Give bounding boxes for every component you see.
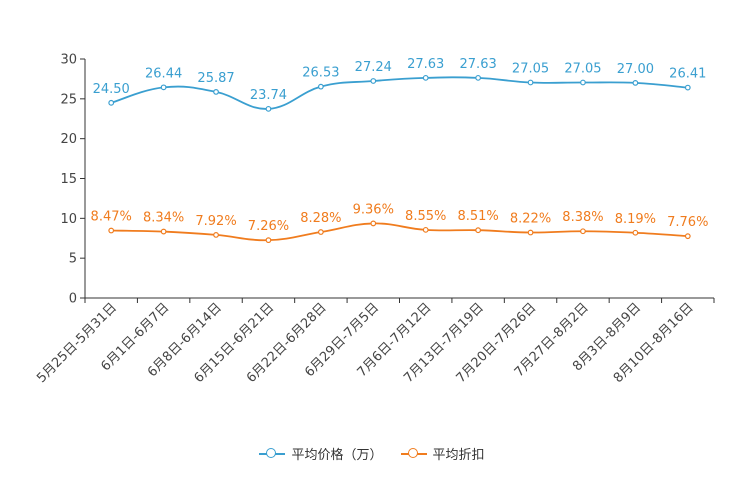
- data-point: [370, 78, 377, 84]
- data-point: [108, 227, 115, 234]
- data-label: 9.36%: [353, 202, 394, 217]
- data-label: 27.00: [617, 62, 654, 77]
- data-label: 25.87: [197, 71, 234, 86]
- data-point: [213, 232, 219, 238]
- data-label: 8.47%: [91, 210, 132, 225]
- data-label: 8.38%: [562, 210, 603, 225]
- data-label: 24.50: [93, 82, 130, 97]
- data-point: [213, 89, 219, 95]
- data-point: [317, 83, 324, 90]
- legend-discount-label: 平均折扣: [432, 448, 485, 463]
- data-label: 26.53: [302, 66, 339, 81]
- data-label: 27.24: [355, 60, 392, 75]
- y-tick-label: 0: [69, 292, 77, 307]
- data-point: [527, 229, 534, 236]
- data-point: [422, 226, 429, 233]
- y-tick-label: 20: [60, 132, 77, 147]
- data-point: [108, 99, 115, 106]
- data-label: 8.34%: [143, 211, 184, 226]
- data-label: 8.55%: [405, 209, 446, 224]
- data-point: [684, 233, 691, 240]
- line-chart: 0510152025305月25日-5月31日6月1日-6月7日6月8日-6月1…: [34, 53, 715, 386]
- data-point: [422, 74, 429, 81]
- y-tick-label: 25: [60, 92, 77, 107]
- legend-item-price[interactable]: 平均价格（万）: [259, 444, 383, 463]
- data-point: [160, 228, 167, 235]
- data-label: 8.22%: [510, 212, 551, 227]
- data-label: 23.74: [250, 88, 287, 103]
- data-label: 26.41: [669, 67, 706, 82]
- legend-price-swatch: [259, 447, 286, 461]
- data-point: [527, 79, 534, 86]
- legend: 平均价格（万） 平均折扣: [0, 444, 744, 463]
- series-line-1: [111, 222, 688, 242]
- data-point: [475, 227, 482, 234]
- data-point: [632, 79, 639, 86]
- data-point: [370, 220, 377, 227]
- data-point: [317, 229, 324, 235]
- y-tick-label: 5: [69, 252, 77, 267]
- data-point: [580, 79, 586, 86]
- series-line-0: [110, 76, 688, 110]
- y-tick-label: 10: [60, 212, 77, 227]
- data-label: 27.63: [460, 57, 497, 72]
- data-point: [265, 237, 272, 244]
- data-point: [160, 84, 167, 91]
- data-label: 7.76%: [667, 215, 708, 230]
- y-tick-label: 30: [60, 53, 77, 68]
- data-label: 8.51%: [457, 209, 498, 224]
- legend-discount-swatch: [400, 447, 427, 461]
- data-point: [684, 84, 691, 91]
- data-label: 27.05: [512, 62, 549, 77]
- data-label: 7.26%: [248, 219, 289, 234]
- data-point: [632, 229, 639, 236]
- data-label: 8.28%: [300, 211, 341, 226]
- data-point: [265, 105, 272, 112]
- data-point: [580, 228, 586, 235]
- data-label: 7.92%: [195, 214, 236, 229]
- data-label: 8.19%: [615, 212, 656, 227]
- legend-price-label: 平均价格（万）: [291, 448, 383, 463]
- y-tick-label: 15: [60, 172, 77, 187]
- data-label: 27.63: [407, 57, 444, 72]
- legend-item-discount[interactable]: 平均折扣: [400, 444, 485, 463]
- data-label: 26.44: [145, 66, 182, 81]
- data-label: 27.05: [564, 62, 601, 77]
- data-point: [475, 74, 482, 81]
